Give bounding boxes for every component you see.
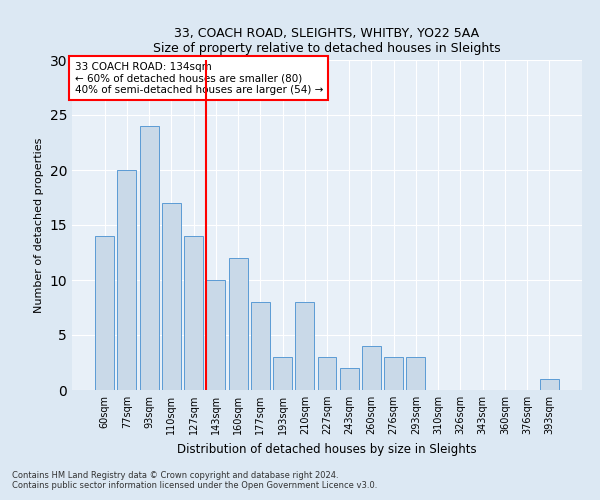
Bar	[118, 170, 136, 390]
Text: 33 COACH ROAD: 134sqm
← 60% of detached houses are smaller (80)
40% of semi-deta: 33 COACH ROAD: 134sqm ← 60% of detached …	[74, 62, 323, 95]
X-axis label: Distribution of detached houses by size in Sleights: Distribution of detached houses by size …	[177, 442, 477, 456]
Bar	[384, 357, 403, 390]
Bar	[251, 302, 270, 390]
Bar	[295, 302, 314, 390]
Bar	[540, 379, 559, 390]
Text: Contains HM Land Registry data © Crown copyright and database right 2024.: Contains HM Land Registry data © Crown c…	[12, 470, 338, 480]
Bar	[273, 357, 292, 390]
Text: Contains public sector information licensed under the Open Government Licence v3: Contains public sector information licen…	[12, 480, 377, 490]
Bar	[184, 236, 203, 390]
Bar	[162, 203, 181, 390]
Bar	[340, 368, 359, 390]
Bar	[140, 126, 158, 390]
Bar	[229, 258, 248, 390]
Title: 33, COACH ROAD, SLEIGHTS, WHITBY, YO22 5AA
Size of property relative to detached: 33, COACH ROAD, SLEIGHTS, WHITBY, YO22 5…	[153, 26, 501, 54]
Bar	[206, 280, 225, 390]
Bar	[95, 236, 114, 390]
Bar	[317, 357, 337, 390]
Bar	[362, 346, 381, 390]
Y-axis label: Number of detached properties: Number of detached properties	[34, 138, 44, 312]
Bar	[406, 357, 425, 390]
